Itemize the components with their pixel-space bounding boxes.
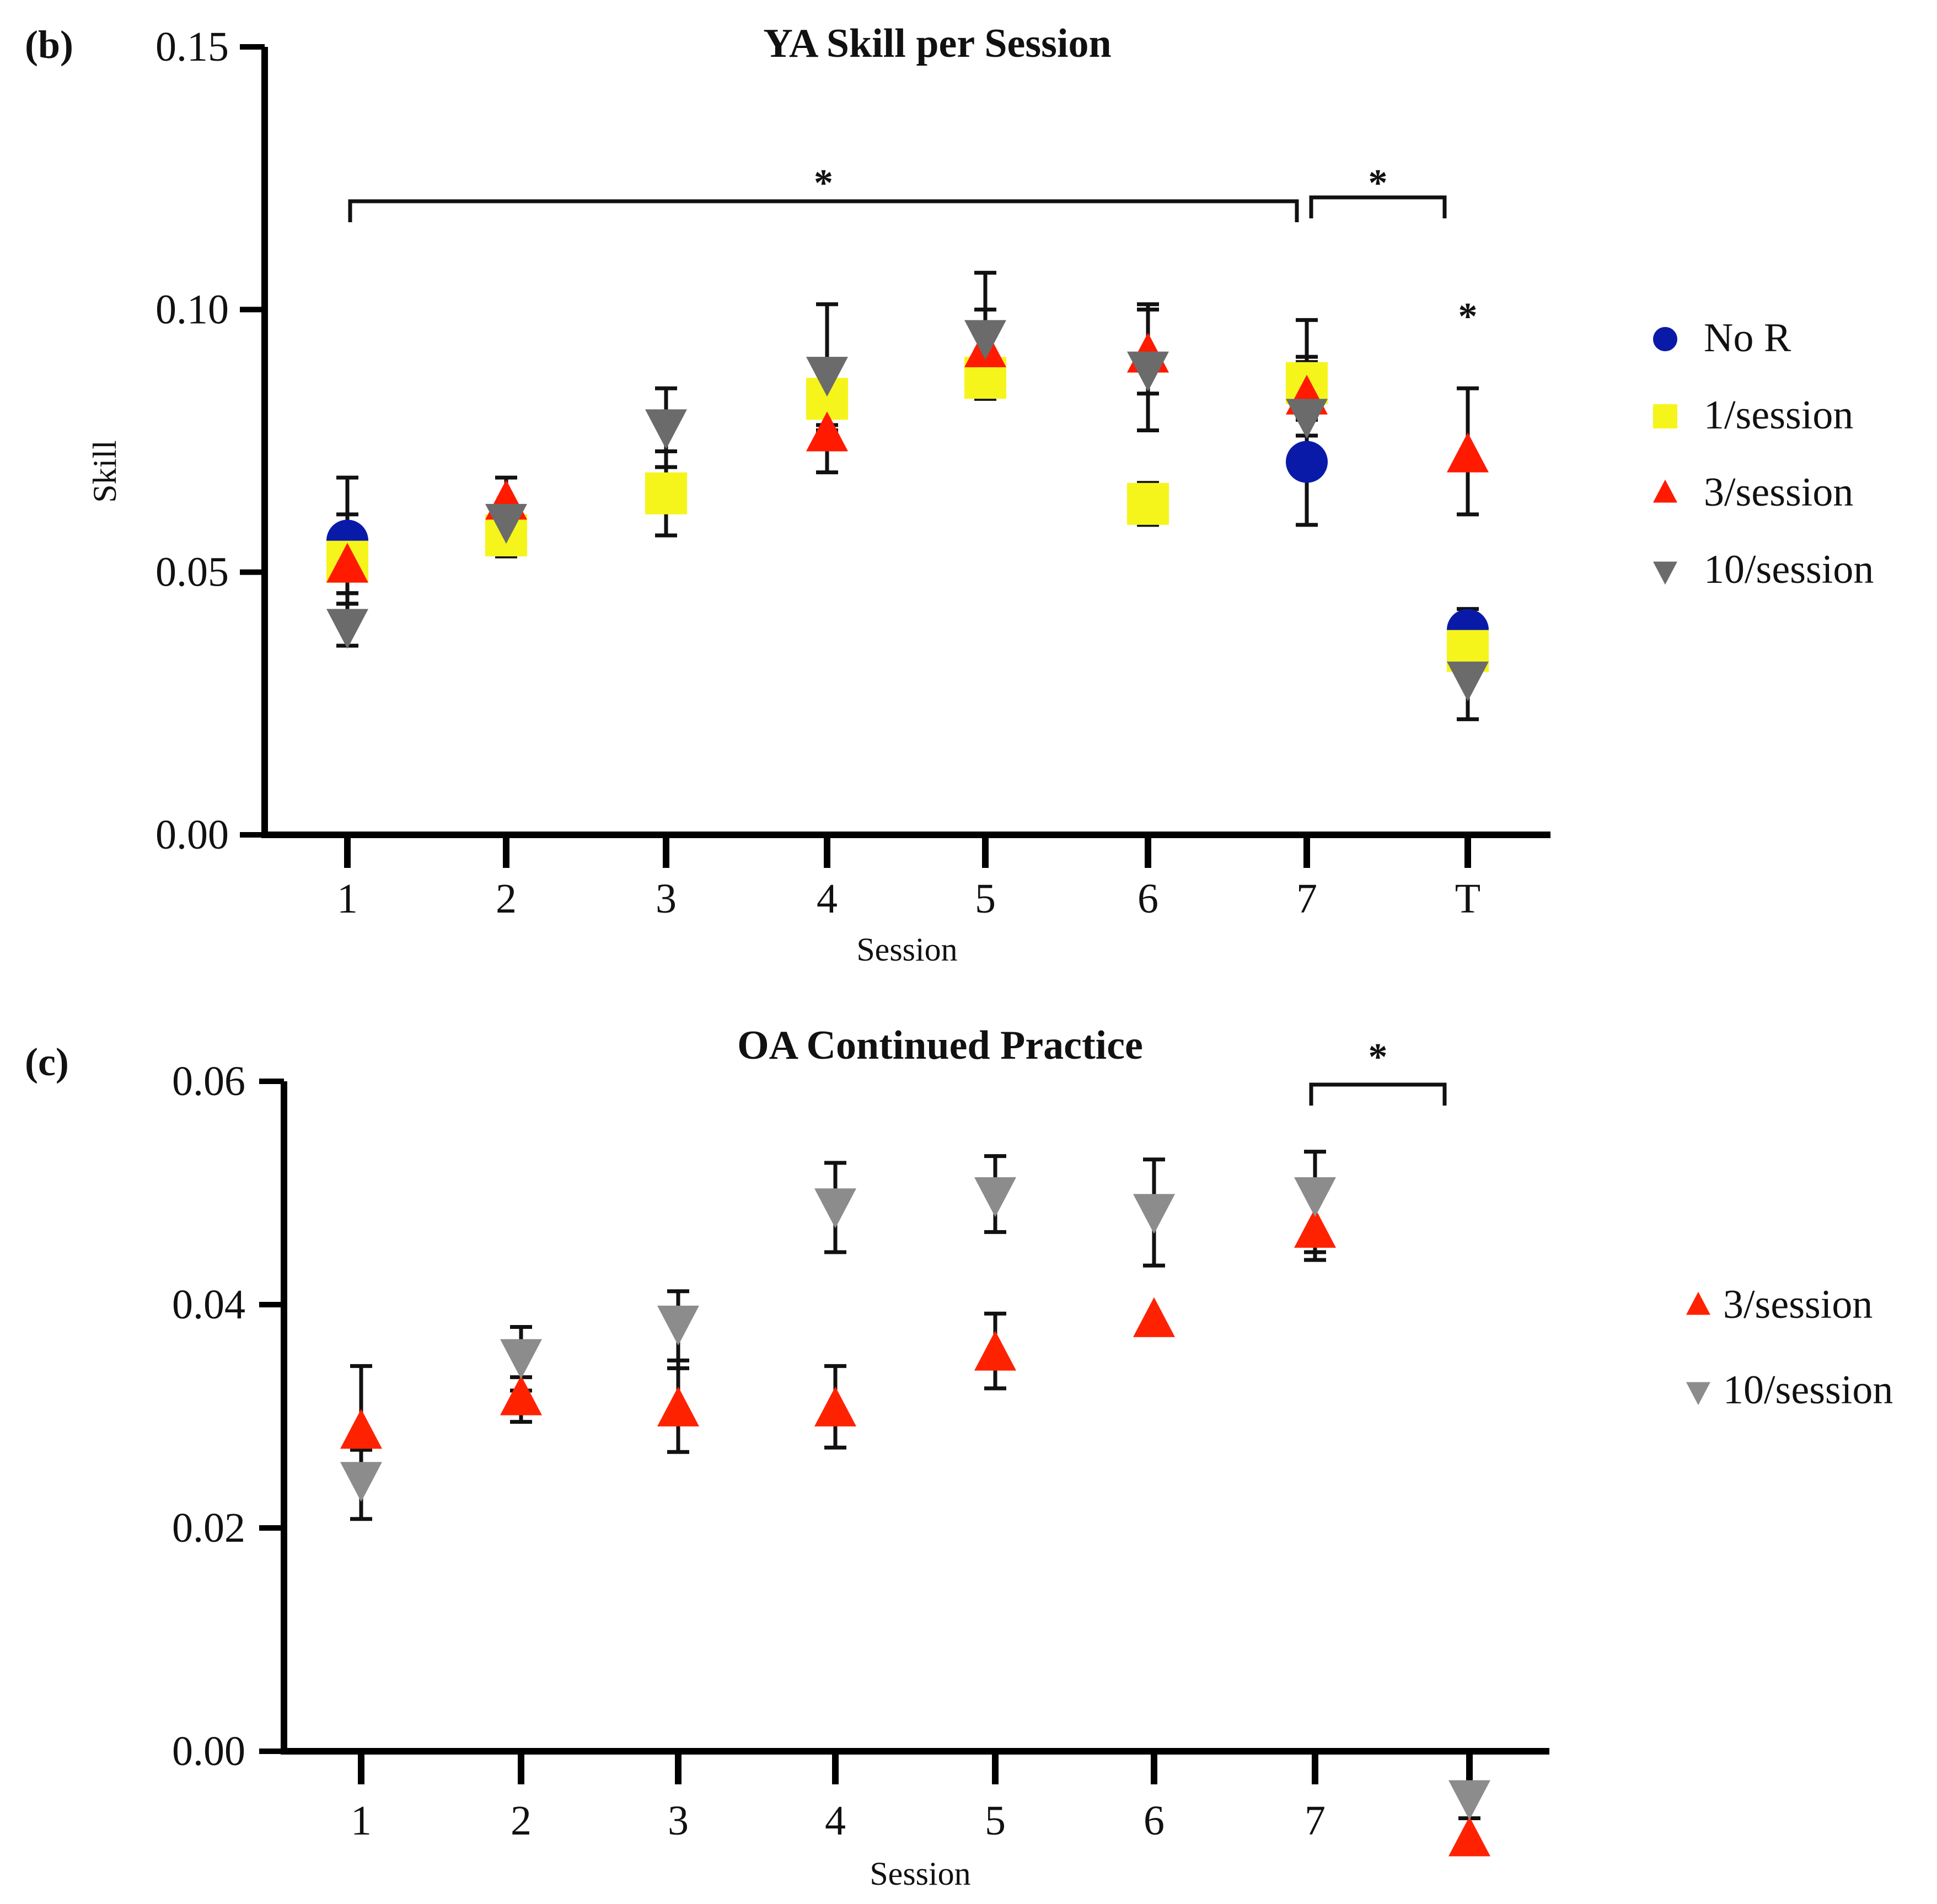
data-point-10-session bbox=[326, 609, 368, 649]
legend-label: 3/session bbox=[1723, 1282, 1872, 1327]
data-point-1-session bbox=[1127, 482, 1169, 525]
data-point-1-session bbox=[645, 472, 687, 514]
panel-label: (b) bbox=[25, 23, 73, 67]
x-tick-label: 3 bbox=[656, 876, 677, 922]
y-tick-label: 0.02 bbox=[172, 1505, 245, 1551]
data-point-3-session bbox=[657, 1386, 699, 1426]
legend-marker bbox=[1653, 404, 1677, 428]
x-tick-label: 2 bbox=[496, 876, 517, 922]
y-tick-label: 0.06 bbox=[172, 1058, 245, 1104]
data-point-10-session bbox=[1286, 399, 1328, 439]
data-point-10-session bbox=[964, 320, 1006, 360]
x-tick-label: 6 bbox=[1137, 876, 1158, 922]
significance-star: * bbox=[1369, 1036, 1388, 1079]
data-point-10-session bbox=[657, 1305, 699, 1346]
panel-label: (c) bbox=[25, 1040, 69, 1084]
data-point-3-session bbox=[340, 1409, 382, 1449]
legend-label: 3/session bbox=[1704, 470, 1853, 515]
legend-label: 1/session bbox=[1704, 393, 1853, 438]
x-tick-label: 6 bbox=[1144, 1798, 1165, 1844]
legend-marker bbox=[1686, 1291, 1710, 1315]
x-tick-label: 1 bbox=[337, 876, 358, 922]
y-tick-label: 0.04 bbox=[172, 1281, 245, 1328]
data-point-10-session bbox=[1294, 1177, 1336, 1218]
y-tick-label: 0.05 bbox=[155, 549, 229, 596]
data-point-3-session bbox=[1294, 1208, 1336, 1248]
x-tick-label: 5 bbox=[975, 876, 996, 922]
data-point-10-session bbox=[340, 1462, 382, 1502]
y-tick-label: 0.10 bbox=[155, 286, 229, 332]
y-tick-label: 0.00 bbox=[172, 1728, 245, 1774]
chart-title: OA Continued Practice bbox=[737, 1023, 1143, 1068]
data-point-3-session bbox=[974, 1331, 1016, 1371]
legend-label: No R bbox=[1704, 315, 1791, 361]
data-point-3-session bbox=[806, 411, 848, 452]
data-point-10-session bbox=[485, 503, 527, 544]
data-point-3-session bbox=[500, 1375, 542, 1415]
legend-label: 10/session bbox=[1723, 1367, 1893, 1413]
legend-marker bbox=[1653, 327, 1677, 351]
significance-star: * bbox=[814, 162, 833, 205]
significance-star: * bbox=[1458, 296, 1478, 338]
data-point-3-session bbox=[1133, 1297, 1175, 1337]
x-tick-label: 5 bbox=[985, 1798, 1006, 1844]
x-tick-label: 1 bbox=[351, 1798, 372, 1844]
legend-marker bbox=[1653, 561, 1677, 585]
x-tick-label: 4 bbox=[825, 1798, 846, 1844]
y-tick-label: 0.00 bbox=[155, 812, 229, 858]
legend-marker bbox=[1653, 479, 1677, 503]
x-tick-label: 4 bbox=[817, 876, 838, 922]
significance-bracket bbox=[348, 199, 1299, 222]
data-point-3-session bbox=[814, 1386, 856, 1426]
x-tick-label: 3 bbox=[668, 1798, 689, 1844]
data-point-10-session bbox=[1447, 661, 1489, 701]
data-point-10-session bbox=[1127, 351, 1169, 391]
data-point-10-session bbox=[1133, 1194, 1175, 1234]
chart-title: YA Skill per Session bbox=[763, 21, 1111, 66]
data-point-3-session bbox=[326, 543, 368, 583]
significance-star: * bbox=[1369, 162, 1388, 205]
data-point-10-session bbox=[645, 409, 687, 449]
data-point-3-session bbox=[1448, 1816, 1490, 1857]
y-axis-title: Skill bbox=[87, 440, 123, 502]
legend-label: 10/session bbox=[1704, 547, 1874, 592]
significance-bracket bbox=[1309, 1082, 1447, 1106]
data-point-10-session bbox=[814, 1188, 856, 1229]
data-point-10-session bbox=[974, 1177, 1016, 1218]
legend-marker bbox=[1686, 1382, 1710, 1406]
data-point-3-session bbox=[1447, 432, 1489, 473]
x-tick-label: 7 bbox=[1296, 876, 1317, 922]
data-point-no-r bbox=[1286, 441, 1328, 483]
x-axis-title: Session bbox=[870, 1855, 970, 1892]
data-point-10-session bbox=[1448, 1780, 1490, 1820]
data-point-10-session bbox=[500, 1339, 542, 1379]
significance-bracket bbox=[1309, 195, 1447, 218]
data-point-10-session bbox=[806, 357, 848, 397]
x-tick-label: T bbox=[1455, 876, 1480, 922]
y-tick-label: 0.15 bbox=[155, 24, 229, 70]
x-axis-title: Session bbox=[856, 931, 957, 968]
x-tick-label: 7 bbox=[1305, 1798, 1326, 1844]
x-tick-label: 2 bbox=[511, 1798, 532, 1844]
